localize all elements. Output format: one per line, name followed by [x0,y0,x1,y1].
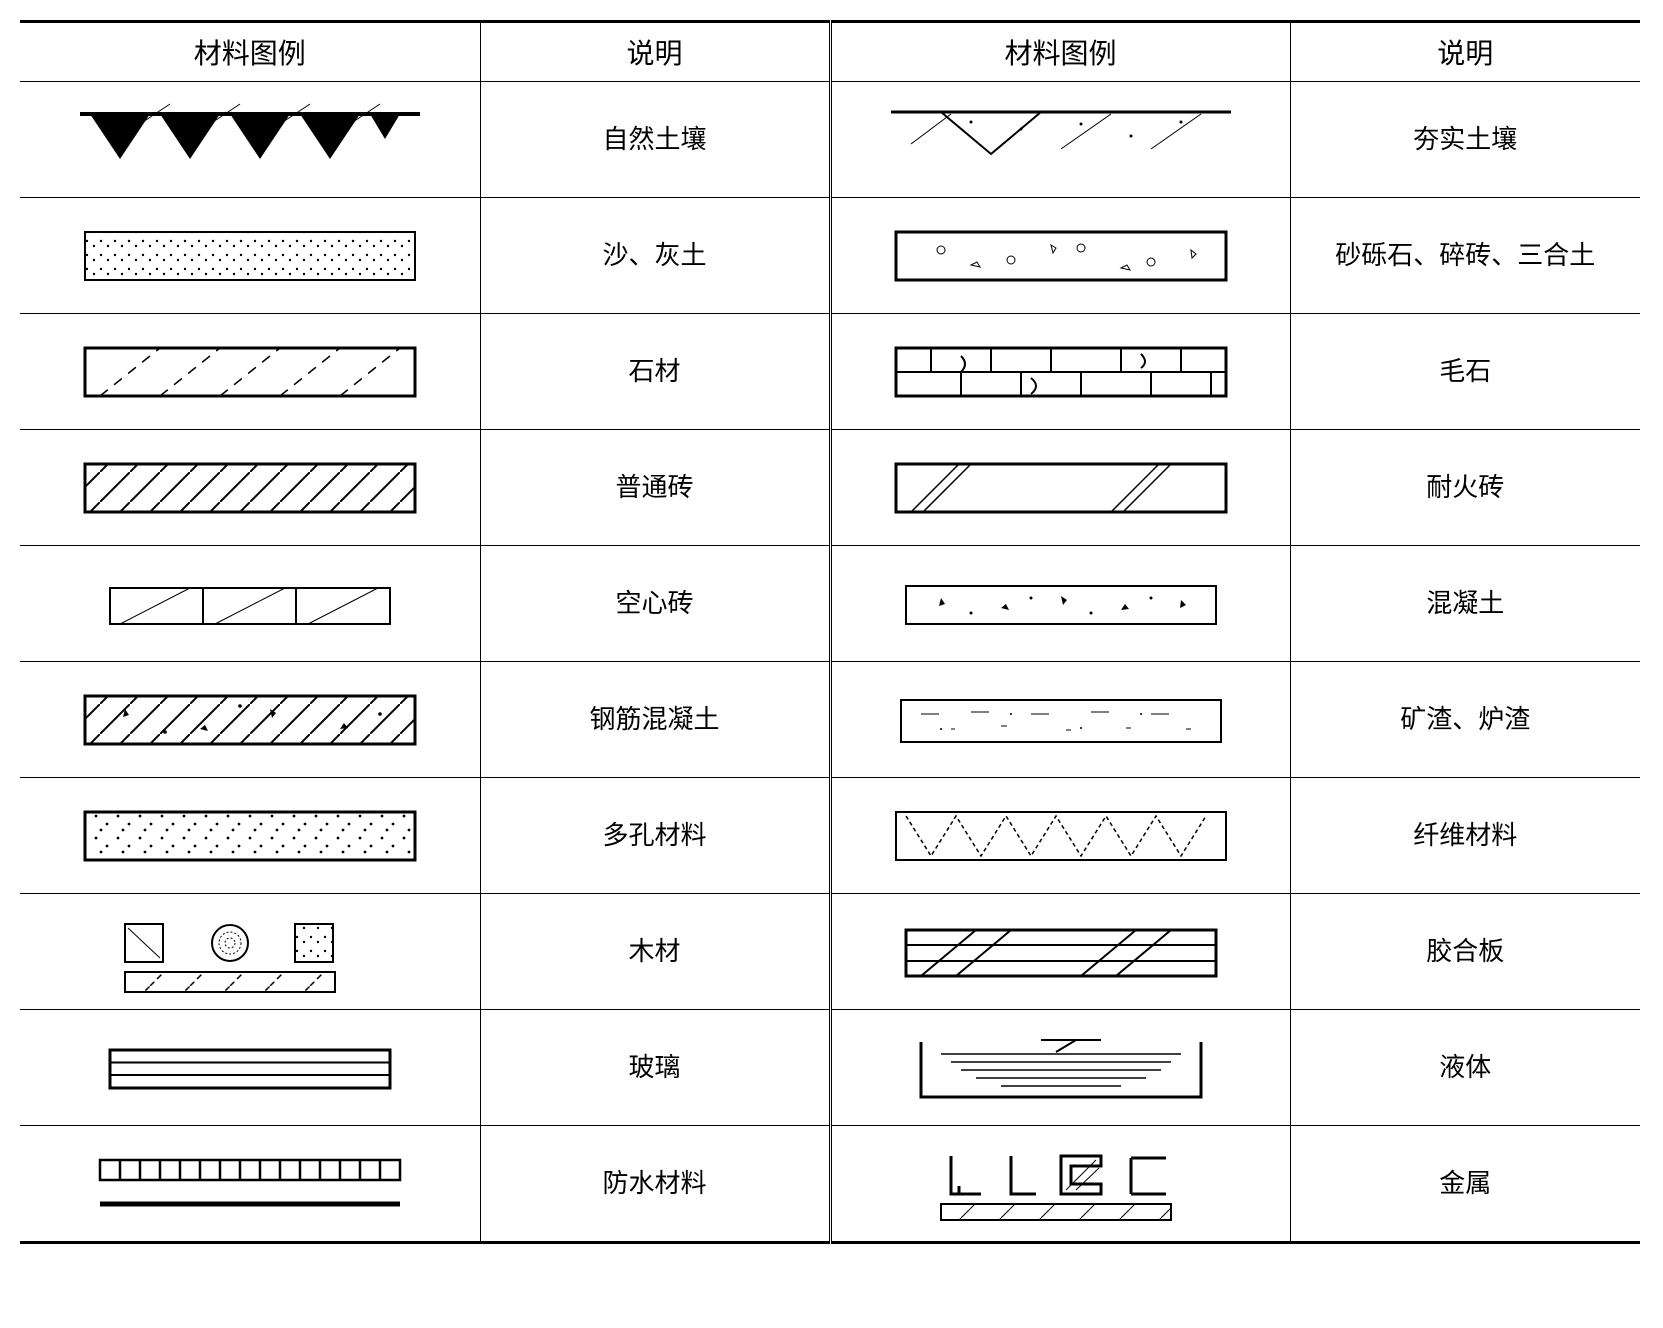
desc-concrete: 混凝土 [1290,546,1640,662]
symbol-stone [20,314,480,430]
symbol-metal [830,1126,1290,1243]
symbol-fire-brick [830,430,1290,546]
row-5: 钢筋混凝土 矿渣、炉渣 [20,662,1640,778]
symbol-wood [20,894,480,1010]
symbol-sand-lime [20,198,480,314]
desc-metal: 金属 [1290,1126,1640,1243]
symbol-slag [830,662,1290,778]
desc-sand-lime: 沙、灰土 [480,198,830,314]
symbol-liquid [830,1010,1290,1126]
symbol-plywood [830,894,1290,1010]
symbol-concrete [830,546,1290,662]
desc-porous: 多孔材料 [480,778,830,894]
symbol-natural-soil [20,82,480,198]
desc-reinforced-conc: 钢筋混凝土 [480,662,830,778]
symbol-hollow-brick [20,546,480,662]
row-7: 木材 胶合板 [20,894,1640,1010]
header-symbol-left: 材料图例 [20,22,480,82]
material-legend-table: 材料图例 说明 材料图例 说明 自然土壤夯实土壤沙、灰土砂砾石、碎砖、三合土石材… [20,20,1640,1244]
desc-gravel-rubble: 砂砾石、碎砖、三合土 [1290,198,1640,314]
symbol-gravel-rubble [830,198,1290,314]
desc-hollow-brick: 空心砖 [480,546,830,662]
header-desc-left: 说明 [480,22,830,82]
symbol-porous [20,778,480,894]
row-2: 石材 毛石 [20,314,1640,430]
desc-common-brick: 普通砖 [480,430,830,546]
header-row: 材料图例 说明 材料图例 说明 [20,22,1640,82]
symbol-waterproof [20,1126,480,1243]
desc-slag: 矿渣、炉渣 [1290,662,1640,778]
symbol-glass [20,1010,480,1126]
desc-liquid: 液体 [1290,1010,1640,1126]
desc-rubble-stone: 毛石 [1290,314,1640,430]
desc-plywood: 胶合板 [1290,894,1640,1010]
desc-fire-brick: 耐火砖 [1290,430,1640,546]
desc-compact-soil: 夯实土壤 [1290,82,1640,198]
desc-stone: 石材 [480,314,830,430]
desc-natural-soil: 自然土壤 [480,82,830,198]
row-3: 普通砖 耐火砖 [20,430,1640,546]
symbol-fiber [830,778,1290,894]
desc-glass: 玻璃 [480,1010,830,1126]
desc-fiber: 纤维材料 [1290,778,1640,894]
symbol-compact-soil [830,82,1290,198]
row-9: 防水材料 金属 [20,1126,1640,1243]
desc-wood: 木材 [480,894,830,1010]
row-4: 空心砖 混凝土 [20,546,1640,662]
row-0: 自然土壤 夯实土壤 [20,82,1640,198]
header-desc-right: 说明 [1290,22,1640,82]
row-8: 玻璃 液体 [20,1010,1640,1126]
symbol-reinforced-conc [20,662,480,778]
symbol-rubble-stone [830,314,1290,430]
header-symbol-right: 材料图例 [830,22,1290,82]
desc-waterproof: 防水材料 [480,1126,830,1243]
symbol-common-brick [20,430,480,546]
row-6: 多孔材料 纤维材料 [20,778,1640,894]
row-1: 沙、灰土 砂砾石、碎砖、三合土 [20,198,1640,314]
